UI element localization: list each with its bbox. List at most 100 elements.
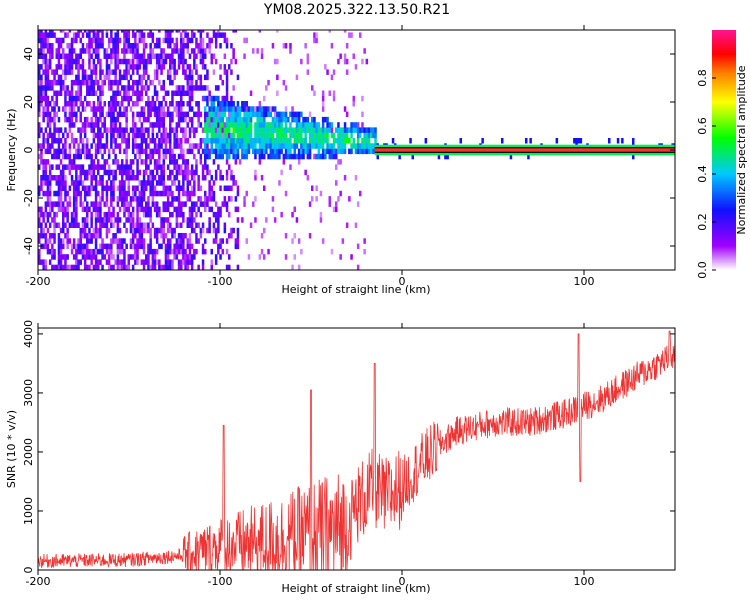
spectrogram-cell (110, 116, 113, 123)
spectrogram-cell (219, 211, 222, 218)
spectrogram-cell (62, 264, 65, 270)
spectrogram-cell (79, 132, 82, 139)
spectrogram-cell (155, 69, 159, 75)
spectrogram-cell (77, 175, 80, 181)
spectrogram-cell (177, 58, 181, 65)
spectrogram-cell (97, 85, 100, 91)
spectrogram-cell (105, 196, 109, 202)
spectrogram-cell (173, 254, 176, 260)
spectrogram-cell (350, 32, 353, 38)
spectrogram-cell (247, 106, 251, 112)
spectrogram-cell (177, 222, 181, 228)
spectrogram-cell (153, 106, 157, 112)
spectrogram-cell (158, 127, 161, 133)
spectrogram-cell (114, 153, 117, 160)
spectrogram-cell (68, 69, 72, 75)
spectrogram-cell (201, 148, 205, 155)
spectrogram-cell (313, 37, 316, 44)
spectrogram-cell (147, 254, 150, 260)
spectrogram-cell (147, 206, 150, 213)
spectrogram-cell (210, 106, 213, 112)
spectrogram-cell (94, 32, 98, 38)
spectrogram-cell (182, 64, 185, 70)
spectrogram-cell (446, 153, 449, 160)
spectrogram-cell (101, 43, 104, 49)
spectrogram-cell (166, 69, 170, 75)
spectrogram-cell (263, 227, 266, 234)
spectrogram-cell (234, 111, 238, 118)
spectrogram-cell (326, 148, 329, 155)
spectrogram-cell (529, 138, 532, 144)
spectrogram-cell (169, 227, 172, 234)
spectrogram-cell (140, 243, 144, 250)
spectrogram-cell (112, 127, 115, 133)
spectrogram-cell (317, 148, 321, 155)
spectrogram-cell (134, 185, 137, 191)
spectrogram-cell (147, 95, 150, 102)
spectrogram-cell (138, 74, 141, 81)
spectrogram-cell (193, 180, 196, 186)
spectrogram-cell (160, 164, 163, 170)
spectrogram-cell (86, 74, 89, 81)
spectrogram-cell (70, 180, 74, 186)
spectrogram-cell (97, 95, 100, 102)
spectrogram-cell (230, 233, 233, 239)
spectrogram-cell (343, 138, 347, 144)
spectrogram-cell (180, 153, 183, 160)
spectrogram-cell (46, 185, 50, 191)
spectrogram-cell (263, 153, 266, 160)
spectrogram-cell (62, 69, 65, 75)
spectrogram-cell (155, 206, 159, 213)
spectrogram-cell (131, 111, 135, 118)
spectrogram-cell (186, 111, 189, 118)
spectrogram-cell (131, 127, 135, 133)
spectrogram-cell (304, 116, 307, 123)
spectrogram-cell (86, 211, 89, 218)
spectrogram-cell (121, 175, 124, 181)
spectrogram-cell (236, 233, 240, 239)
spectrogram-cell (46, 111, 50, 118)
spectrogram-cell (88, 101, 91, 107)
spectrogram-cell (169, 159, 172, 165)
spectrogram-cell (153, 85, 157, 91)
spectrogram-cell (271, 206, 275, 213)
spectrogram-cell (151, 79, 155, 86)
spectrogram-cell (180, 85, 183, 91)
spectrogram-cell (38, 164, 41, 170)
spectrogram-cell (90, 90, 93, 96)
spectrogram-cell (147, 227, 150, 234)
spectrogram-cell (123, 254, 126, 260)
spectrogram-cell (164, 90, 168, 96)
spectrogram-cell (79, 248, 82, 255)
spectrogram-cell (72, 243, 76, 250)
spectrogram-cell (256, 111, 259, 118)
spectrogram-cell (171, 159, 174, 165)
spectrogram-cell (278, 143, 281, 149)
spectrogram-cell (131, 116, 135, 123)
spectrogram-cell (291, 116, 294, 123)
spectrogram-cell (177, 53, 181, 59)
spectrogram-cell (81, 227, 85, 234)
spectrogram-cell (348, 196, 351, 202)
spectrogram-cell (232, 111, 235, 118)
spectrogram-cell (88, 30, 91, 33)
spectrogram-cell (94, 206, 98, 213)
spectrogram-cell (199, 58, 203, 65)
spectrogram-cell (321, 153, 325, 160)
spectrogram-cell (335, 180, 338, 186)
spectrogram-cell (121, 196, 124, 202)
spectrogram-cell (321, 148, 325, 155)
spectrogram-cell (110, 122, 113, 128)
spectrogram-cell (155, 148, 159, 155)
spectrogram-cell (182, 58, 185, 65)
spectrogram-cell (177, 243, 181, 250)
spectrogram-cell (99, 143, 102, 149)
spectrogram-cell (92, 127, 96, 133)
spectrogram-cell (210, 148, 213, 155)
spectrogram-cell (287, 148, 290, 155)
spectrogram-cell (40, 159, 43, 165)
spectrogram-cell (57, 243, 61, 250)
spectrogram-cell (197, 222, 200, 228)
spectrogram-cell (72, 101, 76, 107)
spectrogram-cell (147, 32, 150, 38)
